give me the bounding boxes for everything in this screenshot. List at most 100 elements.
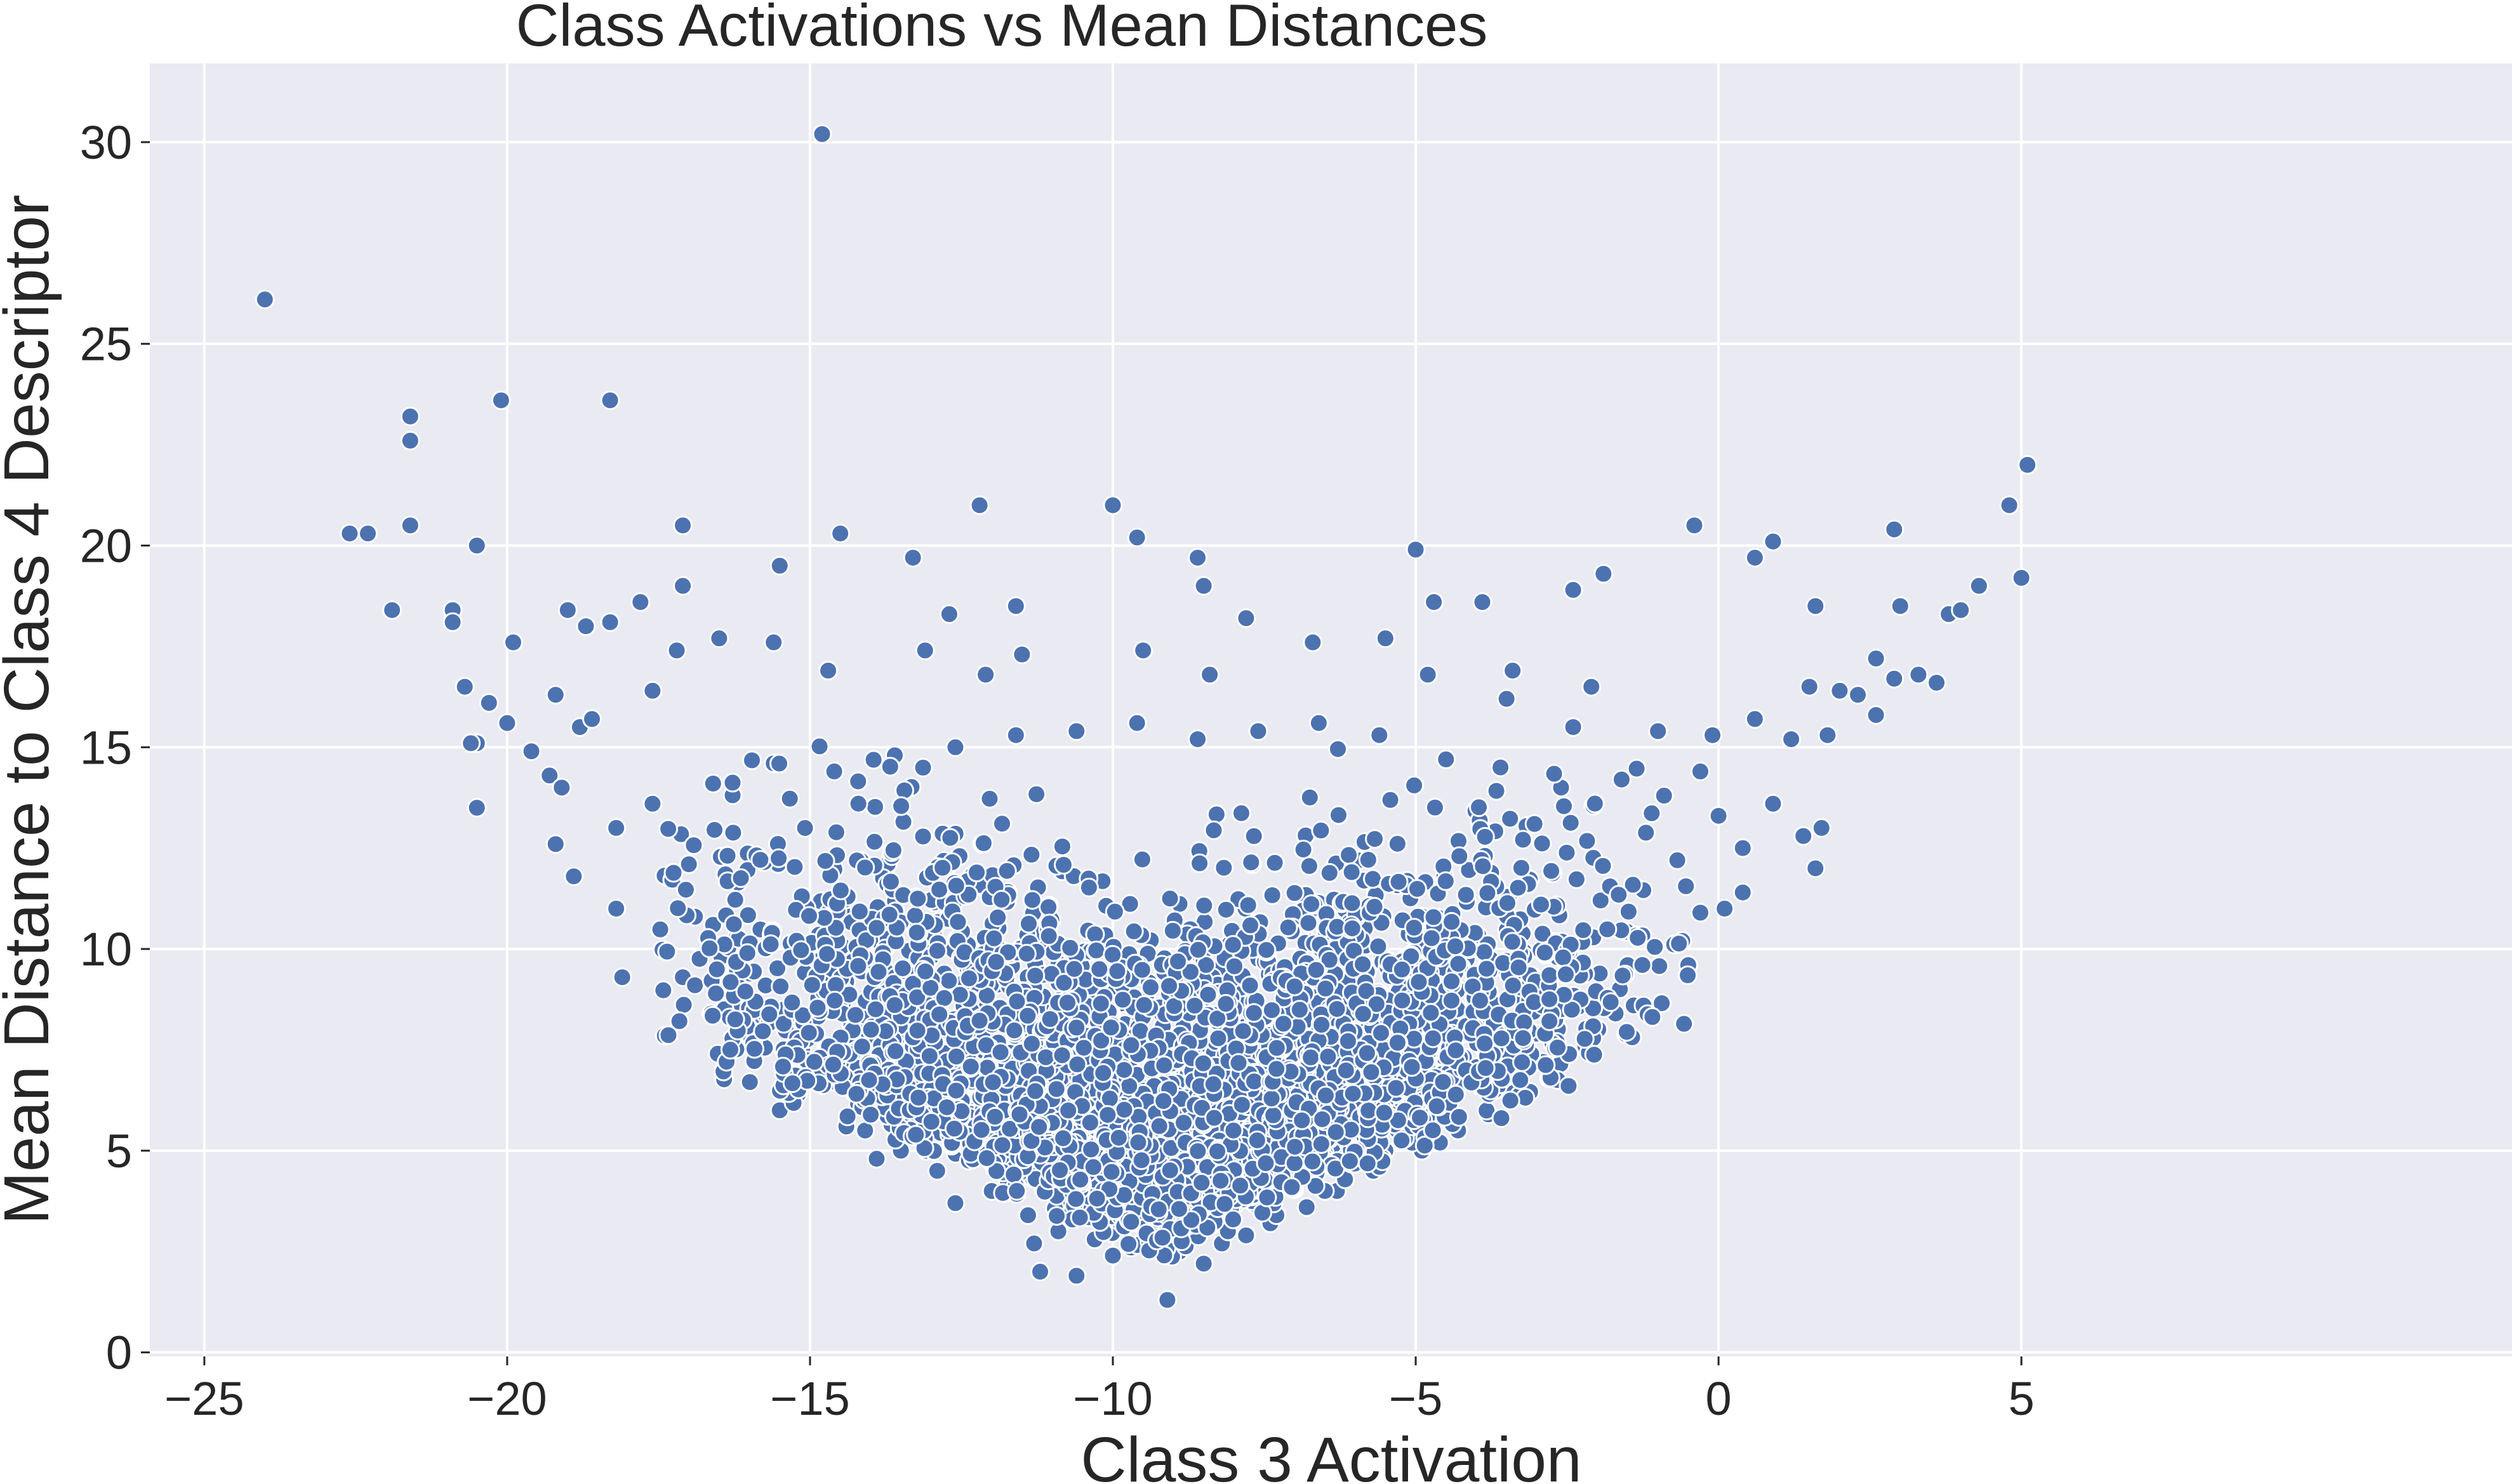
data-point: [1303, 632, 1323, 653]
data-point: [703, 773, 723, 793]
data-point: [1763, 531, 1783, 552]
data-point: [668, 898, 688, 918]
data-point: [1548, 1037, 1568, 1057]
points: [255, 124, 2038, 1310]
data-point: [1016, 944, 1037, 964]
data-point: [1228, 1053, 1249, 1073]
data-point: [1188, 939, 1208, 960]
data-point: [1318, 1047, 1338, 1067]
data-point: [738, 905, 758, 925]
data-point: [824, 761, 844, 781]
data-point: [1407, 878, 1427, 899]
data-point: [1951, 600, 1971, 620]
data-point: [1387, 833, 1407, 854]
data-point: [1404, 917, 1425, 937]
data-point: [1006, 725, 1026, 745]
data-point: [674, 995, 694, 1015]
data-point: [1326, 1122, 1346, 1143]
data-point: [1029, 1116, 1049, 1137]
data-point: [1401, 946, 1421, 967]
data-point: [830, 880, 851, 901]
data-point: [1058, 1101, 1079, 1121]
data-point: [1124, 921, 1144, 941]
data-point: [1240, 976, 1260, 996]
data-point: [1284, 976, 1305, 997]
x-tick-label: 5: [2009, 1372, 2035, 1425]
data-point: [707, 959, 727, 979]
data-point: [442, 612, 463, 632]
data-point: [785, 857, 805, 877]
data-point: [1233, 1021, 1253, 1041]
data-point: [1193, 1254, 1214, 1274]
data-point: [893, 958, 913, 979]
data-point: [737, 943, 757, 964]
data-point: [881, 871, 901, 892]
data-point: [1497, 893, 1517, 913]
data-point: [1715, 899, 1735, 919]
data-point: [1623, 875, 1643, 895]
data-point: [1512, 1052, 1532, 1073]
data-point: [1600, 992, 1621, 1012]
data-point: [658, 1025, 679, 1045]
data-point: [1278, 917, 1298, 937]
data-point: [1612, 965, 1633, 986]
data-point: [600, 390, 620, 411]
data-point: [773, 1056, 793, 1077]
data-point: [967, 863, 987, 883]
data-point: [1160, 1160, 1180, 1181]
data-point: [1285, 1137, 1305, 1157]
data-point: [557, 600, 578, 620]
data-point: [1388, 871, 1409, 892]
data-point: [1103, 944, 1123, 965]
data-point: [1211, 1170, 1231, 1191]
data-point: [791, 940, 811, 960]
data-point: [606, 818, 627, 838]
data-point: [907, 987, 927, 1007]
data-point: [1301, 1047, 1321, 1068]
data-point: [2011, 567, 2031, 588]
data-point: [1053, 1128, 1073, 1148]
data-point: [673, 515, 693, 536]
data-point: [1404, 775, 1425, 795]
data-point: [865, 797, 886, 817]
data-point: [1039, 926, 1059, 946]
data-point: [1134, 995, 1154, 1015]
x-tick-label: −5: [1389, 1372, 1442, 1425]
data-point: [1266, 1038, 1287, 1058]
data-point: [1216, 899, 1236, 920]
data-point: [1319, 863, 1339, 883]
data-point: [1132, 960, 1152, 980]
data-point: [1091, 1030, 1112, 1050]
data-point: [1067, 1017, 1087, 1038]
data-point: [1066, 1189, 1086, 1209]
data-point: [1406, 540, 1426, 560]
data-point: [685, 975, 705, 995]
data-point: [1649, 956, 1670, 976]
data-point: [1256, 940, 1277, 960]
data-point: [769, 848, 789, 868]
data-point: [1025, 965, 1046, 986]
data-point: [804, 1052, 825, 1072]
data-point: [1369, 725, 1390, 745]
data-point: [1022, 890, 1042, 910]
data-point: [1207, 1141, 1228, 1162]
data-point: [1168, 951, 1188, 972]
data-point: [984, 928, 1004, 948]
data-point: [744, 1038, 764, 1059]
data-point: [1289, 1000, 1310, 1020]
data-point: [1426, 1096, 1447, 1116]
data-point: [865, 999, 886, 1019]
data-point: [1157, 1290, 1178, 1310]
data-point: [1119, 1076, 1140, 1096]
data-point: [883, 840, 903, 860]
data-point: [1387, 1033, 1407, 1053]
data-point: [1356, 981, 1376, 1001]
data-point: [1100, 1089, 1120, 1109]
x-ticks: −25 −20 −15 −10 −5 0 5: [164, 1356, 2035, 1425]
data-point: [1830, 680, 1850, 701]
data-point: [1265, 852, 1285, 873]
data-point: [947, 1047, 967, 1067]
data-point: [1421, 928, 1442, 948]
data-point: [973, 833, 994, 853]
data-point: [255, 289, 275, 310]
